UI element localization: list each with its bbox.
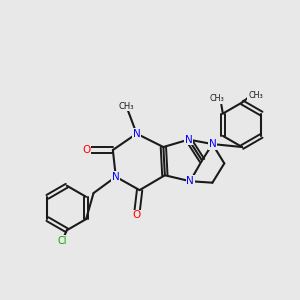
Text: N: N bbox=[208, 139, 216, 149]
Text: Cl: Cl bbox=[58, 236, 67, 246]
Text: N: N bbox=[112, 172, 120, 182]
Text: N: N bbox=[133, 129, 140, 139]
Text: N: N bbox=[185, 135, 193, 145]
Text: CH₃: CH₃ bbox=[118, 102, 134, 111]
Text: O: O bbox=[82, 145, 90, 155]
Text: O: O bbox=[133, 210, 141, 220]
Text: CH₃: CH₃ bbox=[248, 91, 263, 100]
Text: CH₃: CH₃ bbox=[209, 94, 224, 103]
Text: N: N bbox=[186, 176, 194, 186]
